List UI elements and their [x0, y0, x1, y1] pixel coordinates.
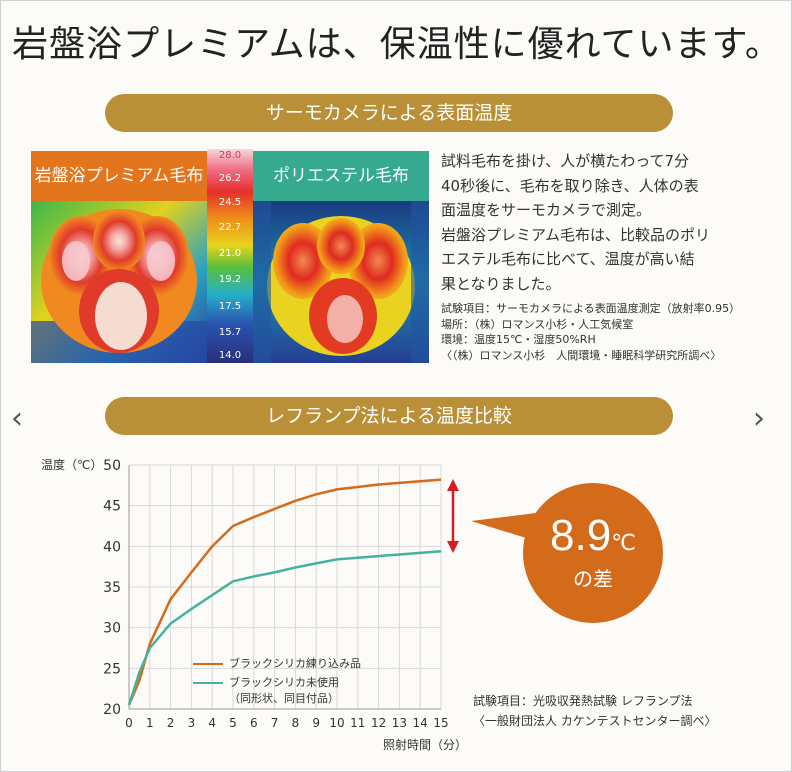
description-line: 岩盤浴プレミアム毛布は、比較品のポリ — [441, 225, 710, 244]
y-tick-label: 30 — [103, 621, 121, 637]
scale-value: 15.7 — [218, 327, 242, 338]
scale-value: 21.0 — [218, 248, 242, 259]
temperature-scale: 28.0 26.2 24.5 22.7 21.0 19.2 17.5 15.7 … — [207, 149, 253, 363]
y-tick-label: 45 — [103, 499, 121, 515]
legend-item-no-silica: ブラックシリカ未使用 （同形状、同目付品） — [193, 674, 339, 706]
section-heading-reflamp: レフランプ法による温度比較 — [105, 397, 673, 435]
y-tick-label: 25 — [103, 661, 121, 677]
scale-value: 22.7 — [218, 222, 242, 233]
description-line: 40秒後に、毛布を取り除き、人体の表 — [441, 176, 699, 195]
x-tick-label: 6 — [250, 716, 258, 730]
section-heading-thermo: サーモカメラによる表面温度 — [105, 94, 673, 132]
thermo-label-left: 岩盤浴プレミアム毛布 — [31, 151, 207, 201]
series-line-0 — [127, 478, 442, 706]
y-tick-label: 20 — [103, 702, 121, 718]
thermo-label-right-text: ポリエステル毛布 — [273, 166, 409, 186]
thermal-image-premium-graphic — [31, 201, 207, 363]
chart-test-notes: 試験項目：光吸収発熱試験 レフランプ法 〈一般財団法人 カケンテストセンター調べ… — [473, 691, 716, 731]
x-tick-label: 9 — [312, 716, 320, 730]
x-tick-label: 12 — [371, 716, 386, 730]
x-tick-label: 3 — [188, 716, 196, 730]
description-line: 果となりました。 — [441, 274, 561, 293]
thermal-image-polyester-graphic — [253, 201, 429, 363]
x-tick-label: 10 — [329, 716, 344, 730]
note-line: 環境：温度15℃・湿度50%RH — [441, 333, 596, 346]
x-tick-label: 14 — [413, 716, 428, 730]
section-heading-thermo-label: サーモカメラによる表面温度 — [265, 102, 513, 124]
thermo-label-left-text: 岩盤浴プレミアム毛布 — [34, 166, 204, 186]
y-axis-label: 温度（℃） — [41, 457, 102, 472]
chart-series-lines — [127, 478, 442, 706]
prev-arrow-icon[interactable]: ‹ — [11, 401, 23, 436]
thermo-label-right: ポリエステル毛布 — [253, 151, 429, 201]
x-tick-label: 7 — [271, 716, 279, 730]
description-line: 面温度をサーモカメラで測定。 — [441, 201, 652, 219]
x-tick-label: 4 — [208, 716, 216, 730]
note-line: 試験項目：光吸収発熱試験 レフランプ法 — [473, 694, 693, 708]
x-tick-label: 0 — [125, 716, 133, 730]
y-tick-label: 40 — [103, 539, 121, 555]
difference-badge: 8.9℃ の差 — [523, 483, 663, 623]
series-line-1 — [127, 549, 442, 706]
thermal-image-premium — [31, 201, 207, 363]
badge-pointer — [471, 513, 536, 541]
y-tick-label: 35 — [103, 580, 121, 596]
thermo-test-notes: 試験項目：サーモカメラによる表面温度測定（放射率0.95） 場所：（株）ロマンス… — [441, 301, 781, 363]
thermal-image-polyester — [253, 201, 429, 363]
x-tick-label: 8 — [292, 716, 300, 730]
note-line: 〈（株）ロマンス小杉 人間環境・睡眠科学研究所調べ〉 — [441, 348, 722, 362]
difference-arrow — [447, 479, 459, 553]
x-tick-label: 1 — [146, 716, 154, 730]
scale-value: 28.0 — [218, 150, 242, 161]
description-line: 試料毛布を掛け、人が横たわって7分 — [441, 152, 690, 170]
x-tick-label: 2 — [167, 716, 175, 730]
x-tick-label: 15 — [433, 716, 448, 730]
legend-swatch — [193, 682, 223, 684]
legend-swatch — [193, 663, 223, 665]
x-axis-label: 照射時間（分） — [383, 737, 467, 752]
thermo-description: 試料毛布を掛け、人が横たわって7分 40秒後に、毛布を取り除き、人体の表 面温度… — [441, 149, 771, 296]
note-line: 試験項目：サーモカメラによる表面温度測定（放射率0.95） — [441, 302, 741, 315]
chart-grid — [128, 464, 442, 710]
badge-caption: の差 — [573, 567, 613, 591]
scale-value: 26.2 — [218, 173, 242, 184]
scale-value: 19.2 — [218, 274, 242, 285]
legend-label: ブラックシリカ練り込み品 — [229, 657, 361, 670]
badge-unit: ℃ — [611, 531, 636, 556]
legend-label: ブラックシリカ未使用 — [229, 676, 339, 689]
x-tick-label: 5 — [229, 716, 237, 730]
page-title: 岩盤浴プレミアムは、保温性に優れています。 — [12, 24, 782, 65]
legend-sublabel: （同形状、同目付品） — [229, 692, 339, 705]
chart-axes — [128, 465, 441, 710]
note-line: 場所：（株）ロマンス小杉・人工気候室 — [441, 317, 634, 331]
y-tick-label: 50 — [103, 458, 121, 474]
scale-value: 24.5 — [218, 197, 242, 208]
next-arrow-icon[interactable]: › — [753, 401, 765, 436]
description-line: エステル毛布に比べて、温度が高い結 — [441, 250, 695, 268]
note-line: 〈一般財団法人 カケンテストセンター調べ〉 — [473, 714, 717, 728]
x-tick-label: 11 — [350, 716, 365, 730]
scale-value: 14.0 — [218, 350, 242, 361]
legend-item-silica: ブラックシリカ練り込み品 — [193, 655, 361, 671]
badge-value: 8.9 — [550, 511, 612, 560]
x-tick-label: 13 — [392, 716, 407, 730]
scale-value: 17.5 — [218, 301, 242, 312]
section-heading-reflamp-label: レフランプ法による温度比較 — [266, 405, 512, 427]
